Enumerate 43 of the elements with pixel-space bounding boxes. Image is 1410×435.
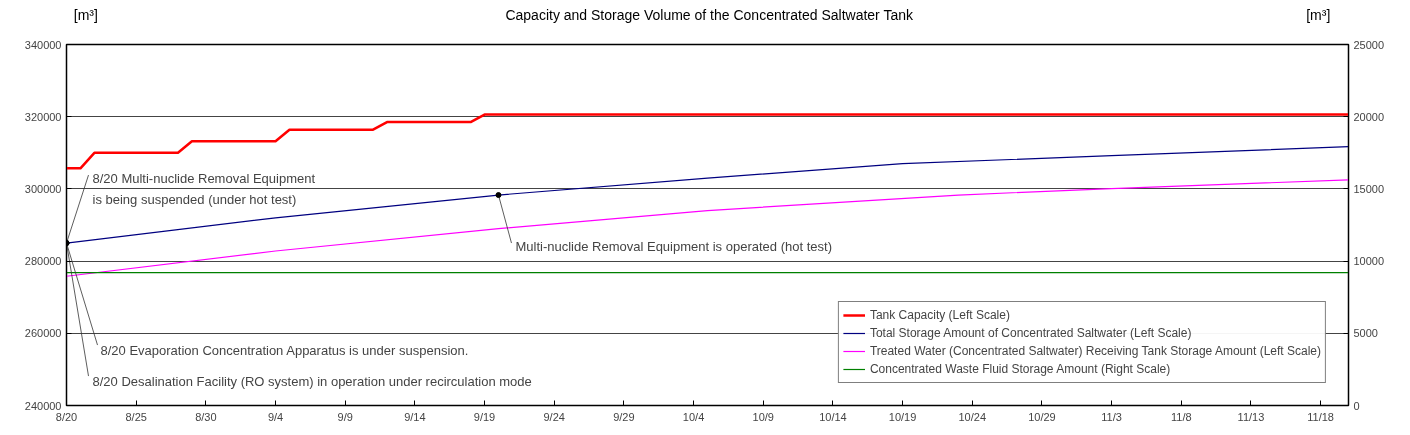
- y-tick-label: 300000: [24, 182, 62, 195]
- x-tick-label: 8/25: [125, 410, 147, 423]
- y2-tick-label: 10000: [1353, 255, 1385, 268]
- x-tick-label: 9/4: [267, 410, 284, 423]
- y2-tick-label: 20000: [1353, 110, 1385, 123]
- x-tick-label: 10/9: [752, 410, 774, 423]
- x-tick-label: 9/29: [613, 410, 635, 423]
- x-tick-label: 11/13: [1237, 410, 1265, 423]
- annotation: Multi-nuclide Removal Equipment is operated (hot test): [515, 238, 832, 254]
- y-tick-label: 240000: [24, 399, 62, 412]
- chart-title: Capacity and Storage Volume of the Concentrated Saltwater Tank: [505, 6, 914, 23]
- x-tick-label: 11/18: [1307, 410, 1334, 423]
- x-tick-label: 11/8: [1170, 410, 1192, 423]
- y-axis-title: [m³]: [73, 6, 98, 23]
- annotation: 8/20 Evaporation Concentration Apparatus is under suspension.: [100, 342, 469, 358]
- x-tick-label: 11/3: [1101, 410, 1122, 423]
- x-tick-label: 10/29: [1028, 410, 1056, 423]
- legend-label: Tank Capacity (Left Scale): [869, 307, 1010, 324]
- y-tick-label: 280000: [24, 255, 62, 268]
- x-tick-label: 10/24: [958, 410, 987, 423]
- x-tick-label: 8/20: [55, 410, 78, 423]
- y2-tick-label: 15000: [1353, 182, 1385, 195]
- x-tick-label: 9/19: [473, 410, 496, 423]
- y2-tick-label: 0: [1353, 399, 1360, 412]
- y2-tick-label: 25000: [1353, 38, 1385, 51]
- x-tick-label: 9/9: [337, 410, 353, 423]
- legend-label: Treated Water (Concentrated Saltwater) Receiving Tank Storage Amount (Left Scale): [869, 343, 1321, 360]
- annotation: 8/20 Multi-nuclide Removal Equipment is being suspended (under hot test): [92, 171, 316, 208]
- x-tick-label: 9/24: [543, 410, 565, 423]
- legend-label: Concentrated Waste Fluid Storage Amount (Right Scale): [869, 361, 1171, 378]
- x-tick-label: 10/4: [682, 410, 705, 423]
- y-tick-label: 320000: [24, 110, 62, 123]
- line-series: [66, 113, 1349, 170]
- x-tick-label: 8/30: [195, 410, 217, 423]
- y-tick-label: 340000: [24, 38, 62, 51]
- y2-axis-title: [m³]: [1306, 6, 1331, 23]
- legend-label: Total Storage Amount of Concentrated Saltwater (Left Scale): [869, 325, 1192, 342]
- y-tick-label: 260000: [24, 327, 62, 340]
- y2-tick-label: 5000: [1353, 327, 1378, 340]
- x-tick-label: 9/14: [404, 410, 426, 423]
- x-tick-label: 10/14: [819, 410, 847, 423]
- x-tick-label: 10/19: [888, 410, 917, 423]
- annotation: 8/20 Desalination Facility (RO system) in operation under recirculation mode: [92, 373, 532, 389]
